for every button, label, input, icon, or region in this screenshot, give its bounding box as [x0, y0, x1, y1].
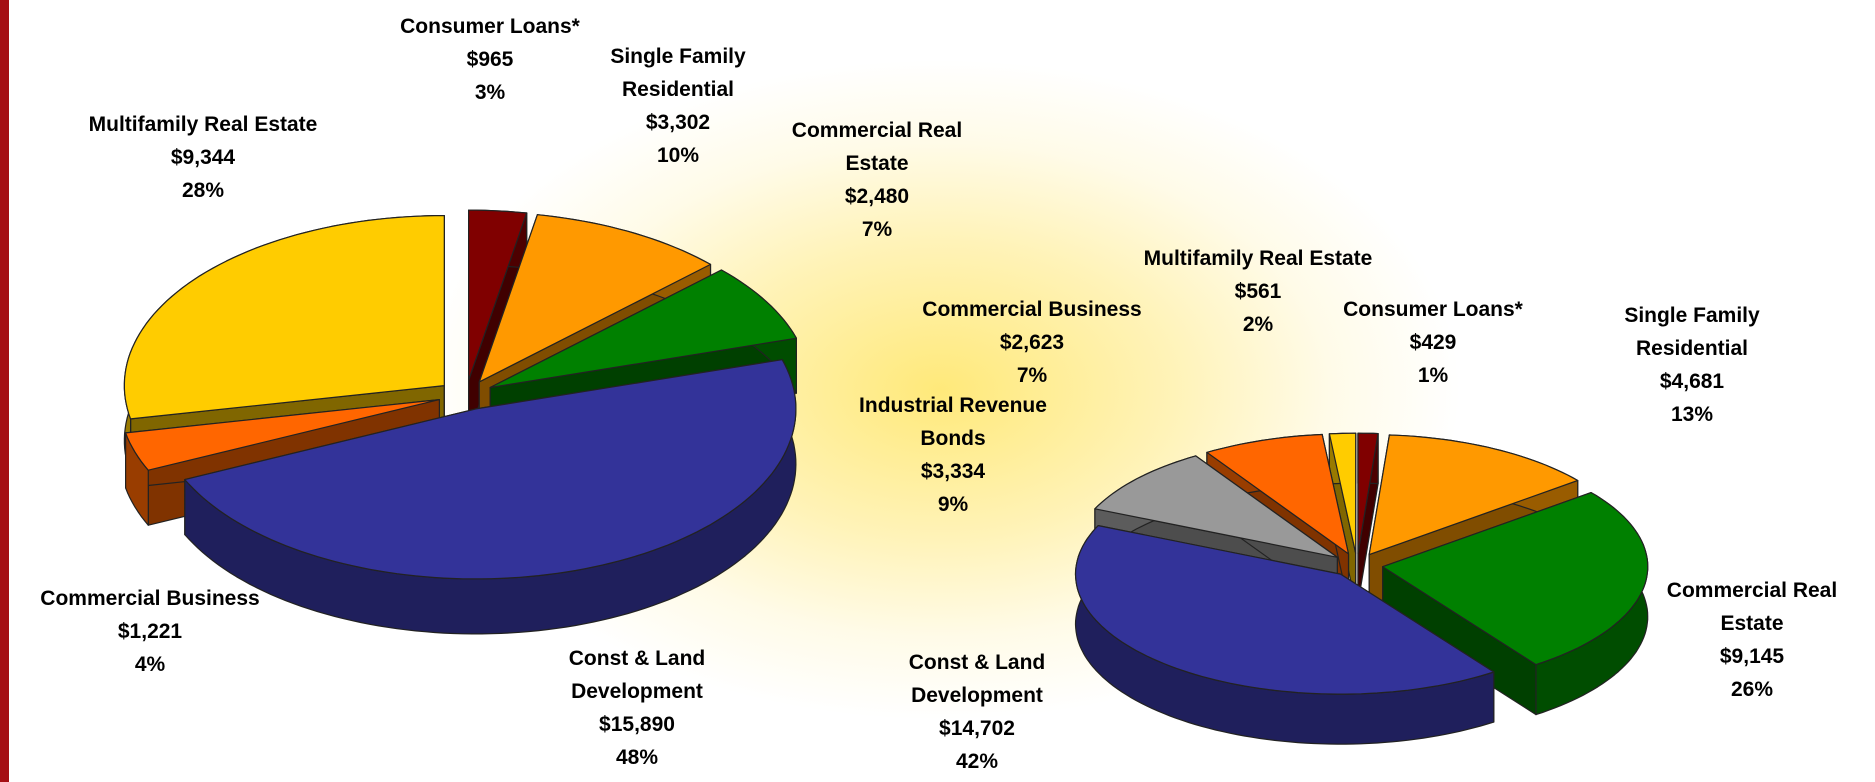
slice-top	[1074, 524, 1495, 695]
category: Single Family Residential	[610, 45, 746, 101]
value-label: $561	[1234, 280, 1282, 303]
category: Commercial Business	[922, 298, 1142, 321]
percent-label: 28%	[181, 179, 225, 202]
value-label: $429	[1409, 331, 1457, 354]
slice-label: Multifamily Real Estate $9,344 28%	[33, 108, 373, 207]
percent-label: 13%	[1670, 403, 1714, 426]
value-label: $9,145	[1719, 645, 1785, 668]
side-strip	[0, 0, 9, 782]
slice-top	[1206, 433, 1350, 555]
slice-label: Single Family Residential $4,681 13%	[1602, 299, 1782, 431]
pie-slice	[1074, 524, 1495, 745]
category: Single Family Residential	[1624, 304, 1760, 360]
percent-label: 3%	[474, 81, 506, 104]
slice-label: Single Family Residential $3,302 10%	[588, 40, 768, 172]
category: Industrial Revenue Bonds	[859, 394, 1047, 450]
value-label: $1,221	[117, 620, 183, 643]
percent-label: 7%	[861, 218, 893, 241]
category: Multifamily Real Estate	[88, 113, 318, 136]
pie-slice	[1328, 432, 1357, 604]
percent-label: 7%	[1016, 364, 1048, 387]
value-label: $15,890	[599, 713, 675, 736]
category: Commercial Business	[40, 587, 260, 610]
category: Consumer Loans*	[400, 15, 580, 38]
slice-label: Commercial Real Estate $2,480 7%	[777, 114, 977, 246]
slice-top	[489, 269, 798, 389]
pie-slice	[184, 359, 797, 635]
slice-label: Multifamily Real Estate $561 2%	[1088, 242, 1428, 341]
percent-label: 1%	[1417, 364, 1449, 387]
value-label: $2,623	[999, 331, 1065, 354]
slice-top	[478, 214, 712, 383]
pie-slice	[1357, 432, 1379, 604]
category: Consumer Loans*	[1343, 298, 1523, 321]
slice-label: Const & Land Development $14,702 42%	[887, 646, 1067, 778]
category: Commercial Real Estate	[791, 119, 963, 175]
percent-label: 4%	[134, 653, 166, 676]
percent-label: 10%	[656, 144, 700, 167]
value-label: $14,702	[939, 717, 1015, 740]
slice-label: Industrial Revenue Bonds $3,334 9%	[833, 389, 1073, 521]
value-label: $9,344	[170, 146, 236, 169]
slice-label: Consumer Loans* $965 3%	[330, 10, 650, 109]
slice-top	[1382, 492, 1649, 666]
value-label: $2,480	[844, 185, 910, 208]
slice-top	[1368, 434, 1579, 556]
category: Const & Land Development	[568, 647, 706, 703]
value-label: $3,302	[645, 111, 711, 134]
percent-label: 9%	[937, 493, 969, 516]
slice-label: Consumer Loans* $429 1%	[1303, 293, 1563, 392]
slice-top	[124, 399, 440, 471]
slice-label: Commercial Business $2,623 7%	[872, 293, 1192, 392]
category: Const & Land Development	[908, 651, 1046, 707]
category: Multifamily Real Estate	[1143, 247, 1373, 270]
pie-slice	[1382, 492, 1649, 716]
slice-top	[123, 215, 445, 420]
percent-label: 42%	[955, 750, 999, 773]
slice-label: Commercial Real Estate $9,145 26%	[1652, 574, 1852, 706]
percent-label: 2%	[1242, 313, 1274, 336]
slice-top	[1357, 432, 1379, 554]
slice-label: Commercial Business $1,221 4%	[0, 582, 310, 681]
percent-label: 26%	[1730, 678, 1774, 701]
value-label: $4,681	[1659, 370, 1725, 393]
slice-label: Const & Land Development $15,890 48%	[547, 642, 727, 774]
slice-top	[1094, 455, 1338, 558]
category: Commercial Real Estate	[1666, 579, 1838, 635]
slice-top	[184, 359, 797, 580]
percent-label: 48%	[615, 746, 659, 769]
value-label: $965	[466, 48, 514, 71]
slice-top	[1328, 432, 1357, 554]
value-label: $3,334	[920, 460, 986, 483]
slice-top	[468, 209, 528, 381]
